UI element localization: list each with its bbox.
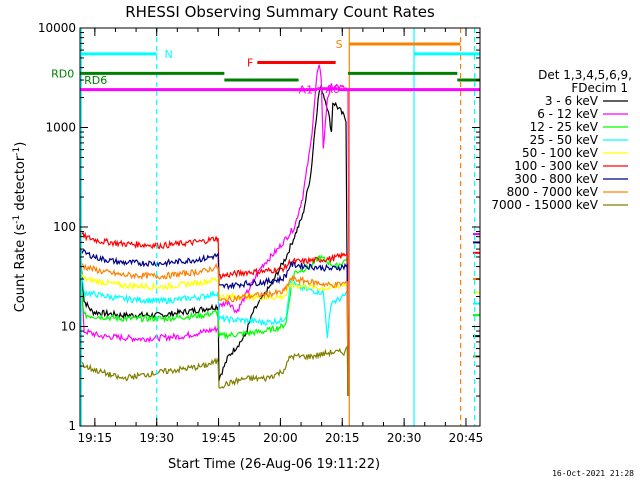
y-axis-label-sup1: -1 (12, 215, 22, 224)
legend-label-25-50-kev: 25 - 50 keV (530, 133, 599, 147)
y-axis-label-main: Count Rate (s (13, 224, 28, 313)
y-tick-label: 1000 (45, 121, 76, 135)
y-axis-ticks: 1 10 100 1000 10000 (38, 21, 480, 433)
legend-header-line-1: Det 1,3,4,5,6,9, (538, 68, 632, 82)
flag-label-f: F (247, 57, 253, 70)
flag-label-n: N (165, 48, 173, 61)
x-tick-label: 20:45 (449, 431, 484, 445)
y-tick-label: 10 (61, 320, 76, 334)
x-tick-label: 20:15 (325, 431, 360, 445)
legend-label-6-12-kev: 6 - 12 keV (537, 107, 599, 121)
y-tick-label: 10000 (38, 21, 76, 35)
series-line-300-800-kev (80, 246, 349, 397)
y-axis-label-mid: detector (13, 155, 28, 215)
series-line-6-12-kev (80, 64, 350, 397)
series-line-50-100-kev (80, 270, 349, 397)
legend-label-300-800-kev: 300 - 800 keV (514, 172, 598, 186)
series-line-100-300-kev (80, 229, 349, 397)
series-line-25-50-kev (80, 263, 349, 397)
flag-label-rd0: RD0 (51, 67, 74, 80)
series-line-800-7000-kev (80, 259, 349, 397)
x-tick-label: 19:45 (201, 431, 236, 445)
x-axis-label: Start Time (26-Aug-06 19:11:22) (168, 457, 380, 472)
x-tick-label: 19:15 (78, 431, 113, 445)
legend-label-100-300-kev: 100 - 300 keV (514, 159, 598, 173)
series-line-3-6-kev (80, 85, 349, 397)
series-line-12-25-kev (80, 254, 349, 397)
series-line-7000-15000-kev (80, 344, 349, 397)
flag-label-rd6: RD6 (84, 74, 107, 87)
flag-label-a1: A1 (299, 84, 314, 97)
x-axis-ticks: 19:15 19:30 19:45 20:00 20:15 20:30 20:45 (78, 28, 484, 445)
legend-label-800-7000-kev: 800 - 7000 keV (507, 185, 599, 199)
generation-timestamp: 16-Oct-2021 21:28 (552, 469, 634, 478)
flag-label-a0: A0 (325, 83, 340, 96)
y-axis-label: Count Rate (s-1 detector-1) (12, 142, 28, 313)
x-tick-label: 20:00 (263, 431, 298, 445)
y-tick-label: 100 (53, 220, 76, 234)
y-tick-label: 1 (68, 419, 76, 433)
legend-label-12-25-kev: 12 - 25 keV (530, 120, 599, 134)
legend-header-line-2: FDecim 1 (571, 81, 628, 95)
legend-label-3-6-kev: 3 - 6 keV (545, 94, 599, 108)
flag-label-layer: N S F RD0 RD6 A1 A0 (51, 38, 343, 97)
x-tick-label: 19:30 (139, 431, 174, 445)
flag-bar-layer (80, 42, 480, 92)
y-axis-label-end: ) (13, 142, 28, 147)
flag-label-s: S (336, 38, 343, 51)
y-axis-label-sup2: -1 (12, 147, 22, 156)
plot-area (80, 28, 480, 426)
x-tick-label: 20:30 (387, 431, 422, 445)
legend-label-7000-15000-kev: 7000 - 15000 keV (491, 198, 598, 212)
legend-label-50-100-kev: 50 - 100 keV (522, 146, 599, 160)
chart-title: RHESSI Observing Summary Count Rates (125, 3, 435, 21)
